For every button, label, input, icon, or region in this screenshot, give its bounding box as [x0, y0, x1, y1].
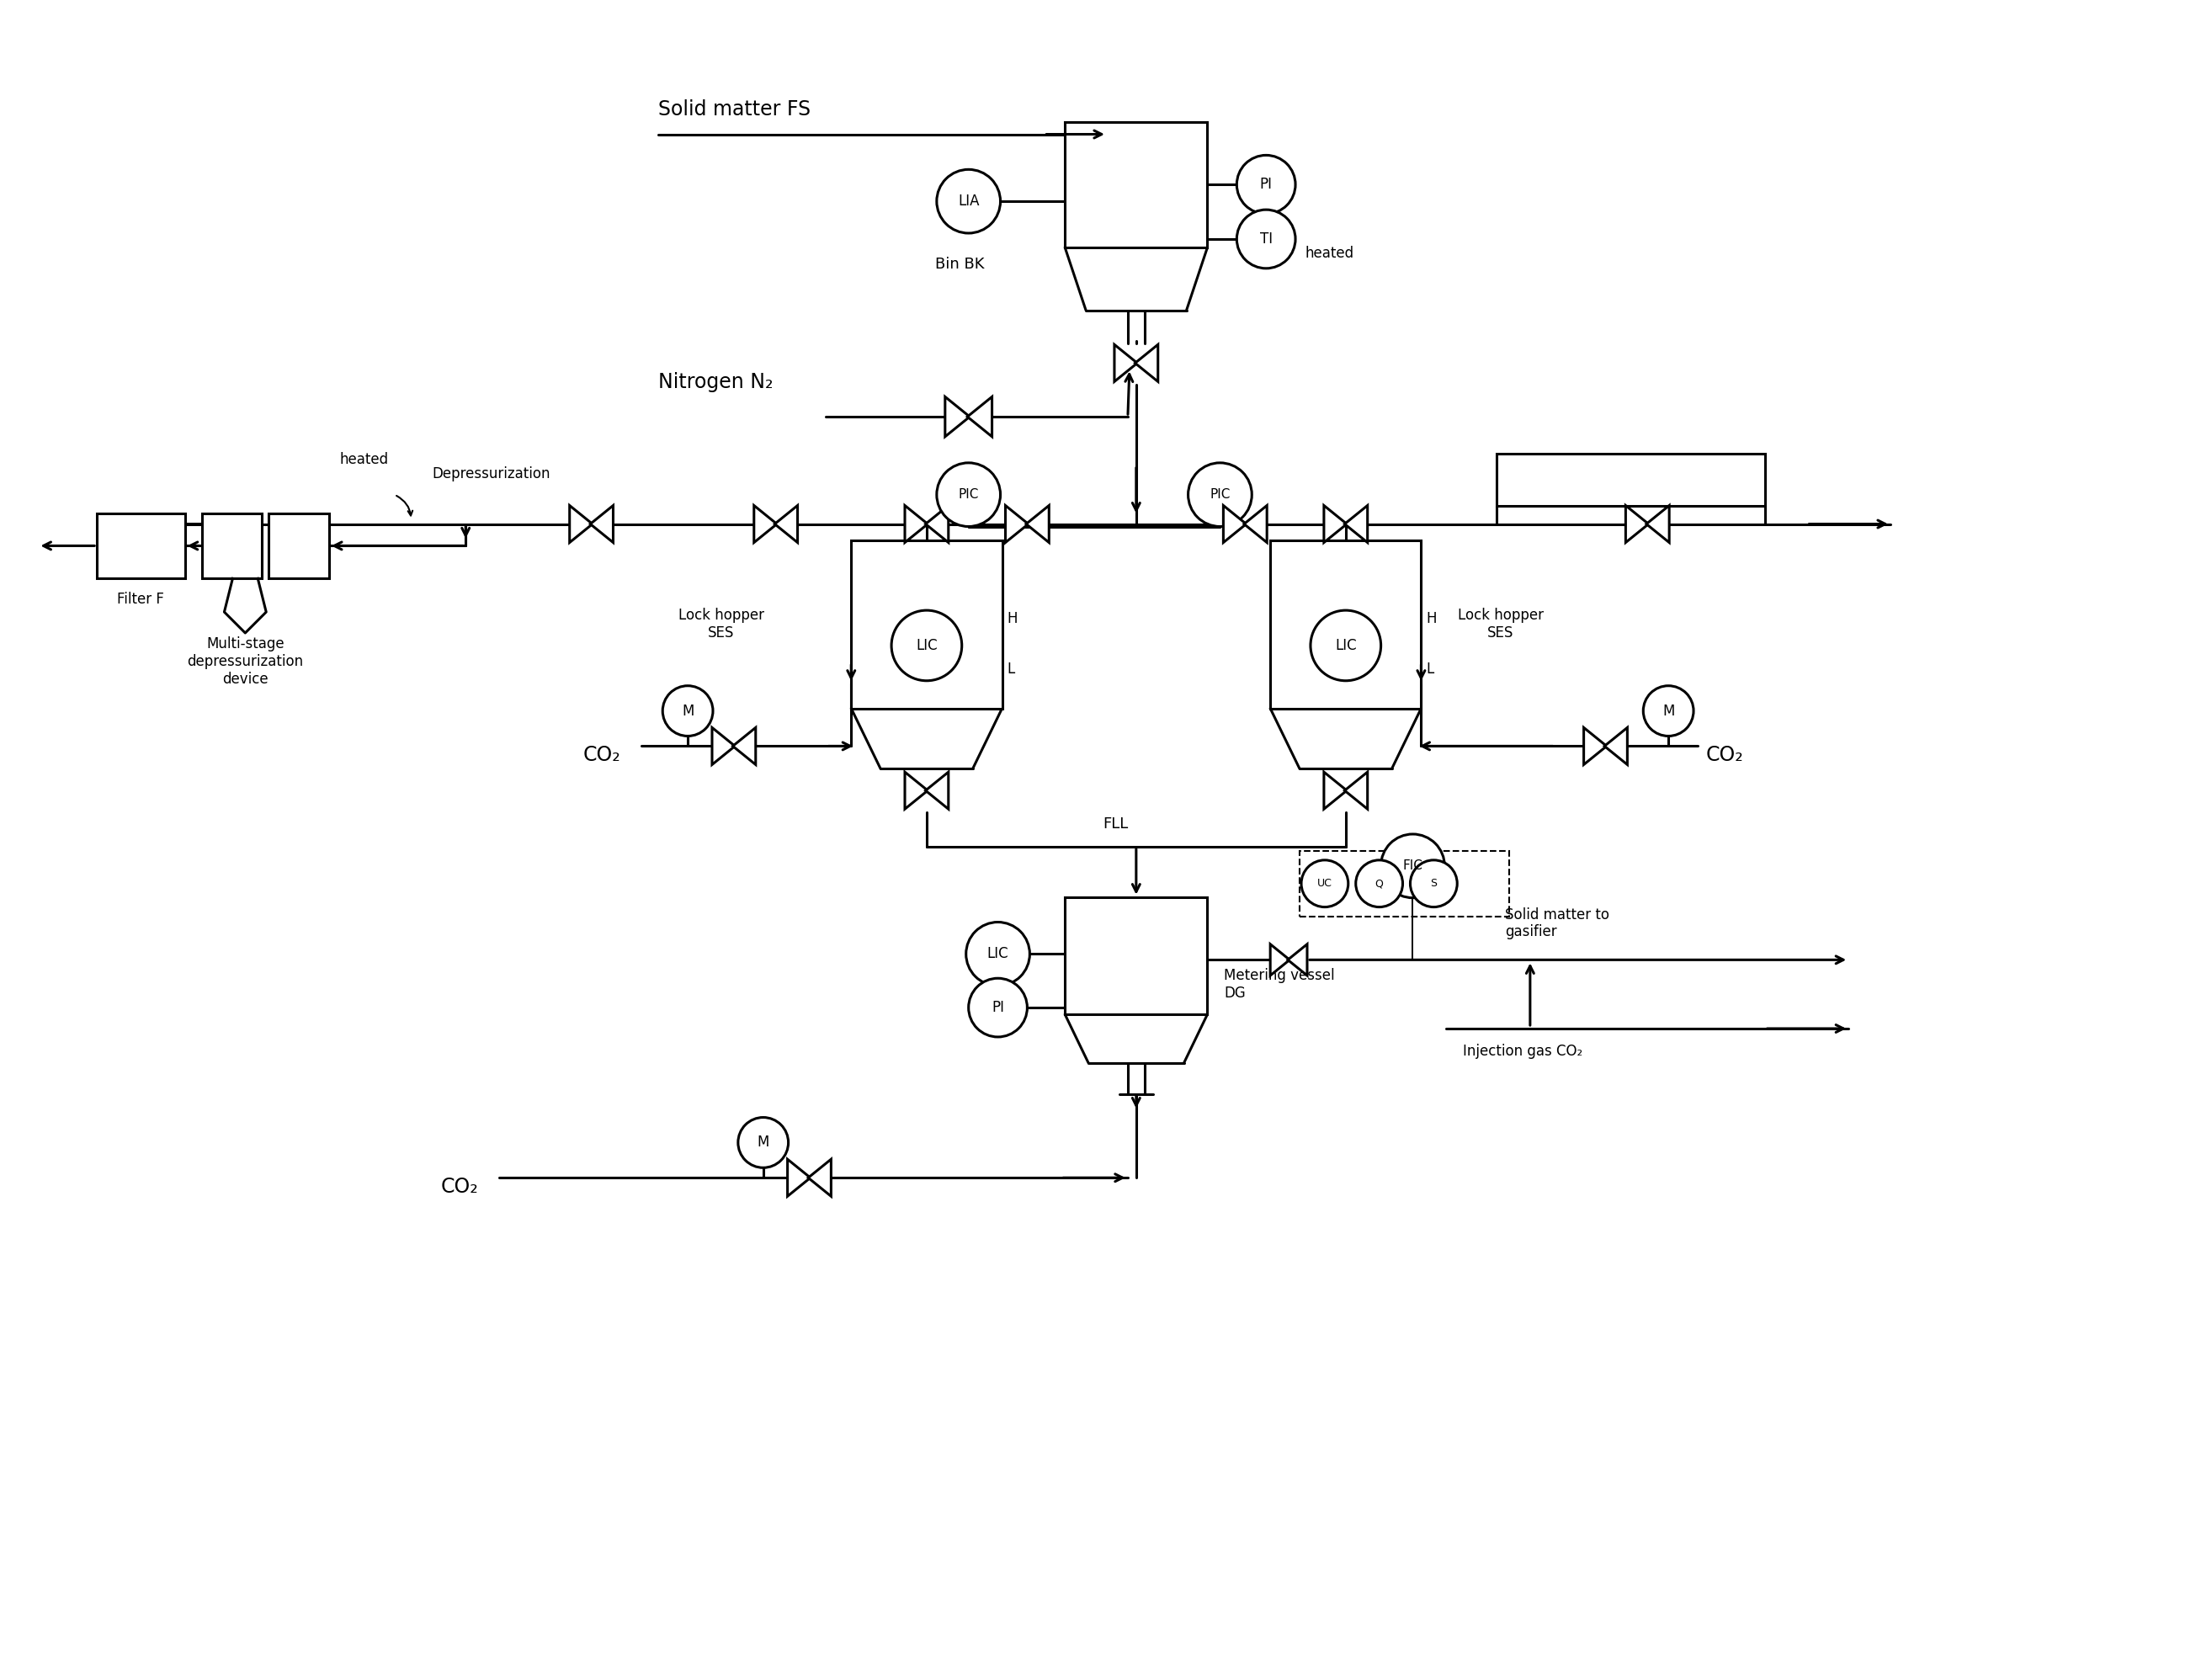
- Polygon shape: [1026, 506, 1048, 542]
- Text: Depressurization: Depressurization: [1577, 473, 1686, 486]
- Text: heated: heated: [341, 451, 389, 468]
- Circle shape: [1380, 834, 1444, 898]
- Text: Solid matter to
gasifier: Solid matter to gasifier: [1504, 907, 1610, 939]
- Polygon shape: [1584, 728, 1606, 765]
- Text: LIC: LIC: [1334, 639, 1356, 654]
- Circle shape: [1188, 463, 1252, 526]
- Text: UC: UC: [1316, 878, 1332, 889]
- Circle shape: [936, 169, 1000, 234]
- Text: FLL: FLL: [1102, 816, 1128, 831]
- Polygon shape: [1135, 345, 1157, 382]
- Polygon shape: [1345, 771, 1367, 810]
- Polygon shape: [807, 1160, 832, 1196]
- Polygon shape: [905, 506, 927, 542]
- Circle shape: [891, 611, 962, 680]
- Text: LIA: LIA: [958, 194, 980, 209]
- Text: M: M: [681, 703, 695, 718]
- Circle shape: [1237, 209, 1296, 269]
- Polygon shape: [732, 728, 757, 765]
- Bar: [1498, 453, 1765, 506]
- Text: M: M: [757, 1135, 770, 1150]
- Text: Lock hopper
SES: Lock hopper SES: [1458, 607, 1544, 640]
- Polygon shape: [1223, 506, 1245, 542]
- Text: PI: PI: [991, 1000, 1004, 1015]
- Circle shape: [1356, 859, 1402, 907]
- Text: S: S: [1431, 878, 1438, 889]
- Polygon shape: [591, 506, 613, 542]
- Text: CO₂: CO₂: [1705, 745, 1743, 765]
- Polygon shape: [568, 506, 593, 542]
- Polygon shape: [945, 397, 969, 436]
- Polygon shape: [1325, 771, 1347, 810]
- Text: Q: Q: [1376, 878, 1382, 889]
- Bar: [852, 541, 1002, 708]
- Circle shape: [1411, 859, 1458, 907]
- Bar: [268, 513, 330, 579]
- Polygon shape: [754, 506, 776, 542]
- Text: TI: TI: [1259, 232, 1272, 247]
- Text: L: L: [1006, 662, 1015, 677]
- Polygon shape: [1325, 506, 1347, 542]
- Text: Bin BK: Bin BK: [936, 257, 984, 272]
- Circle shape: [936, 463, 1000, 526]
- Circle shape: [969, 979, 1026, 1037]
- Polygon shape: [925, 771, 949, 810]
- Text: L: L: [1427, 662, 1433, 677]
- Text: PIC: PIC: [1210, 488, 1230, 501]
- Circle shape: [1644, 685, 1694, 737]
- Bar: [201, 513, 261, 579]
- Polygon shape: [774, 506, 799, 542]
- Text: H: H: [1427, 611, 1436, 625]
- Text: Filter F: Filter F: [117, 592, 164, 607]
- Text: LIC: LIC: [987, 946, 1009, 962]
- Text: Nitrogen N₂: Nitrogen N₂: [659, 372, 774, 393]
- Text: Multi-stage
depressurization
device: Multi-stage depressurization device: [188, 637, 303, 687]
- Polygon shape: [925, 506, 949, 542]
- Polygon shape: [1604, 728, 1628, 765]
- Text: CO₂: CO₂: [584, 745, 622, 765]
- Text: PI: PI: [1261, 178, 1272, 192]
- Text: CO₂: CO₂: [440, 1176, 478, 1198]
- Polygon shape: [1006, 506, 1029, 542]
- Polygon shape: [1287, 944, 1307, 975]
- Polygon shape: [787, 1160, 810, 1196]
- Text: Lock hopper
SES: Lock hopper SES: [679, 607, 763, 640]
- Polygon shape: [1243, 506, 1267, 542]
- Bar: [1064, 121, 1208, 247]
- Bar: [1270, 541, 1420, 708]
- Text: M: M: [1663, 703, 1674, 718]
- Circle shape: [967, 922, 1031, 985]
- Polygon shape: [1270, 944, 1290, 975]
- Text: heated: heated: [1305, 246, 1354, 260]
- Text: Injection gas CO₂: Injection gas CO₂: [1462, 1044, 1584, 1058]
- Circle shape: [1301, 859, 1349, 907]
- Text: Solid matter FS: Solid matter FS: [659, 100, 812, 119]
- Text: PIC: PIC: [958, 488, 978, 501]
- Text: Depressurization: Depressurization: [431, 466, 551, 481]
- Circle shape: [664, 685, 712, 737]
- Circle shape: [1310, 611, 1380, 680]
- Circle shape: [1237, 156, 1296, 214]
- Polygon shape: [1626, 506, 1648, 542]
- Polygon shape: [967, 397, 991, 436]
- Circle shape: [739, 1118, 787, 1168]
- Polygon shape: [712, 728, 734, 765]
- Text: FIC: FIC: [1402, 859, 1422, 873]
- Polygon shape: [1646, 506, 1670, 542]
- Bar: [1064, 898, 1208, 1014]
- Text: Metering vessel
DG: Metering vessel DG: [1223, 969, 1336, 1000]
- Bar: [97, 513, 186, 579]
- Text: LIC: LIC: [916, 639, 938, 654]
- Text: H: H: [1006, 611, 1018, 625]
- Polygon shape: [1115, 345, 1137, 382]
- Polygon shape: [1345, 506, 1367, 542]
- Polygon shape: [905, 771, 927, 810]
